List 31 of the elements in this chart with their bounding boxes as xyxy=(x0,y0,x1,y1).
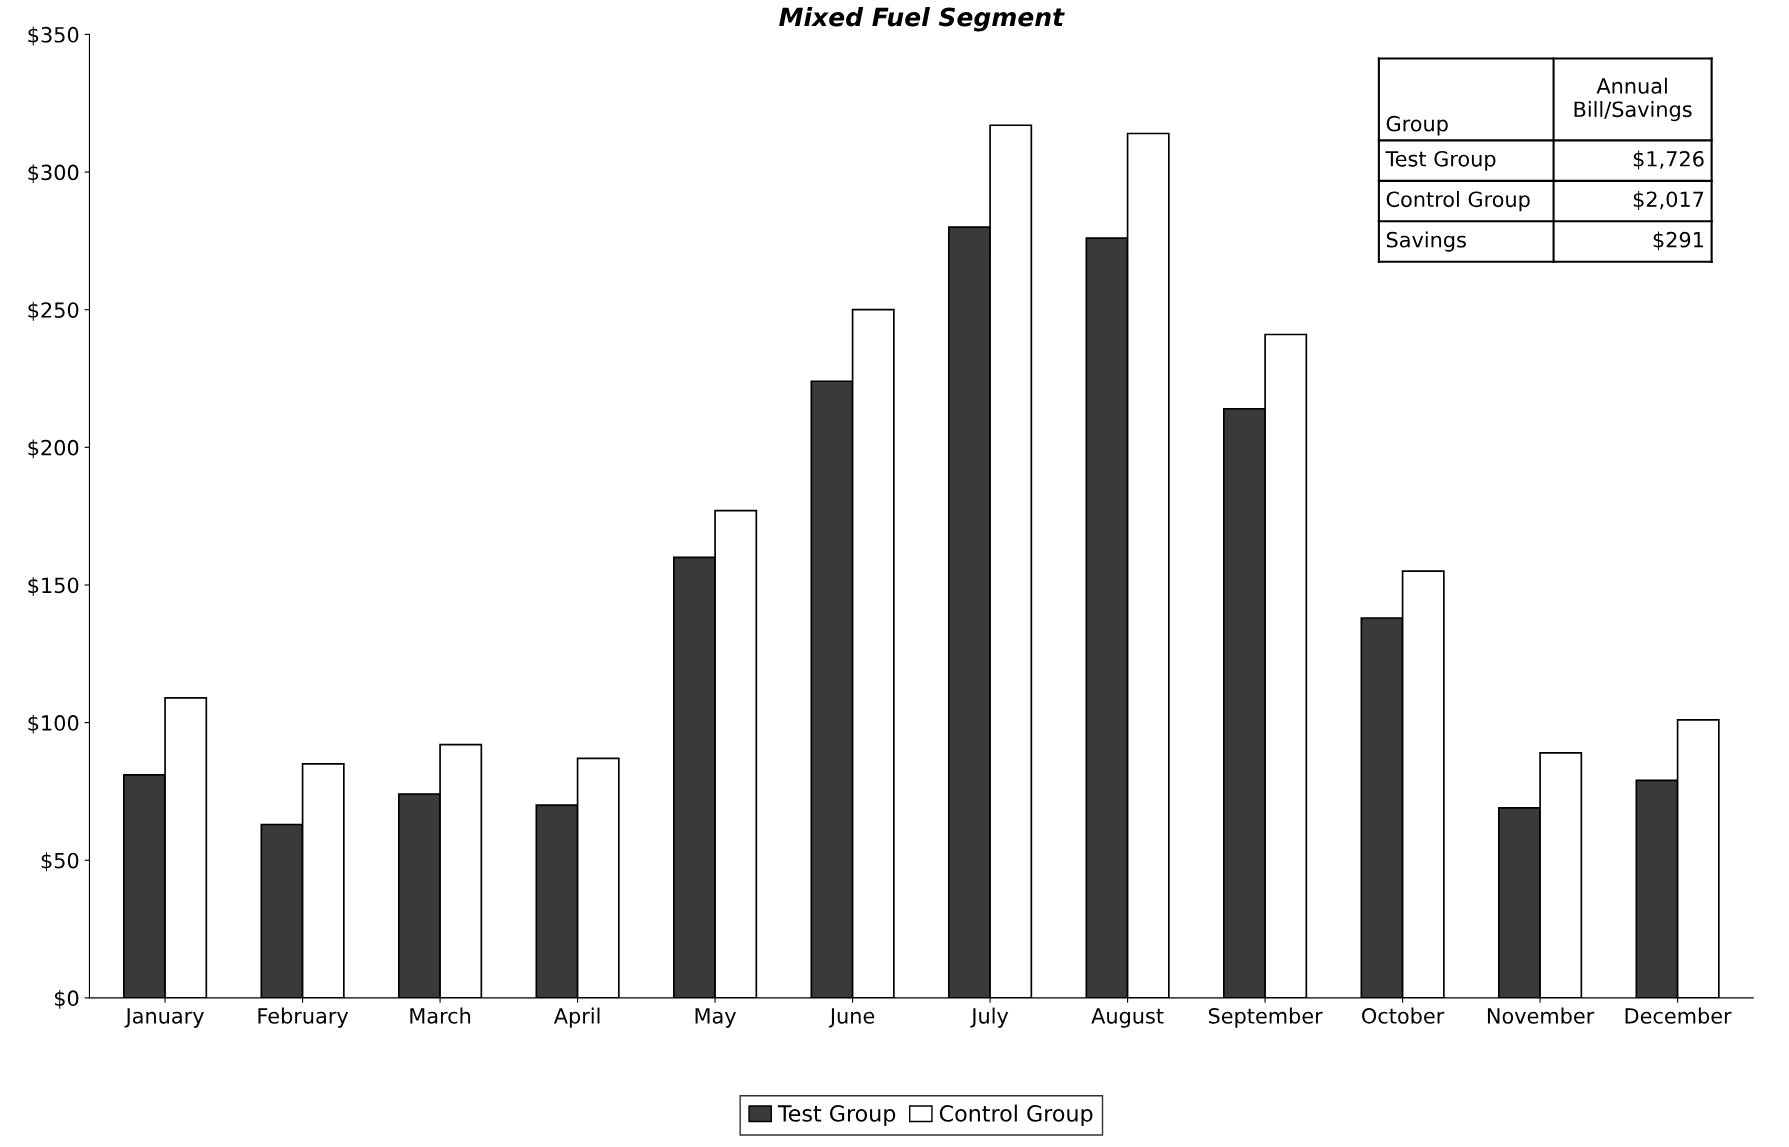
x-tick-label: December xyxy=(1625,1007,1732,1024)
x-tick-label: September xyxy=(1208,1007,1323,1028)
y-tick-label: $250 xyxy=(28,301,79,321)
x-tick-label: August xyxy=(1091,1008,1164,1028)
annotation: $2,017 xyxy=(1633,191,1704,210)
annotation: Test Group xyxy=(1385,150,1496,171)
y-tick-label: $50 xyxy=(41,852,79,872)
y-tick-label: $200 xyxy=(28,439,79,459)
x-tick-label: June xyxy=(828,1008,875,1028)
legend-label: Control Group xyxy=(939,1104,1093,1127)
y-tick-label: $0 xyxy=(54,989,79,1009)
y-tick-label: $100 xyxy=(28,714,79,734)
annotation: Annual Bill/Savings xyxy=(1574,77,1692,122)
x-tick-label: January xyxy=(124,1008,204,1028)
annotation: Group xyxy=(1386,115,1448,136)
annotation: Control Group xyxy=(1386,191,1530,212)
x-tick-label: February xyxy=(258,1007,349,1028)
x-tick-label: May xyxy=(695,1008,736,1028)
chart-title: Mixed Fuel Segment xyxy=(779,7,1065,32)
y-tick-label: $350 xyxy=(28,26,79,46)
x-tick-label: November xyxy=(1487,1007,1595,1024)
x-tick-label: April xyxy=(553,1007,600,1028)
x-tick-label: October xyxy=(1362,1007,1445,1024)
y-tick-label: $150 xyxy=(28,577,79,596)
y-tick-label: $300 xyxy=(28,164,79,184)
annotation: $291 xyxy=(1653,231,1704,251)
x-tick-label: March xyxy=(410,1007,471,1024)
x-tick-label: July xyxy=(970,1007,1009,1028)
legend-label: Test Group xyxy=(777,1105,896,1127)
annotation: $1,726 xyxy=(1633,150,1704,170)
annotation: Savings xyxy=(1386,231,1466,252)
